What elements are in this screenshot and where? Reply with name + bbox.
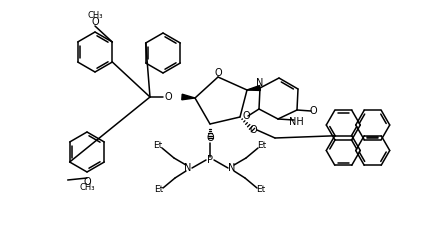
- Text: O: O: [164, 92, 172, 102]
- Text: P: P: [207, 155, 213, 165]
- Text: O: O: [249, 125, 257, 135]
- Text: N: N: [256, 78, 264, 88]
- Text: N: N: [184, 163, 192, 173]
- Polygon shape: [182, 94, 195, 100]
- Text: NH: NH: [289, 117, 304, 127]
- Text: Et: Et: [154, 186, 164, 194]
- Text: O: O: [242, 111, 250, 121]
- Text: O: O: [309, 106, 317, 116]
- Text: CH₃: CH₃: [87, 11, 103, 21]
- Text: Et: Et: [154, 142, 163, 150]
- Text: O: O: [206, 133, 214, 143]
- Text: Et: Et: [258, 142, 267, 150]
- Polygon shape: [247, 86, 261, 91]
- Text: O: O: [83, 177, 91, 187]
- Text: CH₃: CH₃: [79, 183, 95, 193]
- Text: Et: Et: [256, 186, 266, 194]
- Text: O: O: [91, 17, 99, 27]
- Text: N: N: [228, 163, 236, 173]
- Text: O: O: [214, 68, 222, 78]
